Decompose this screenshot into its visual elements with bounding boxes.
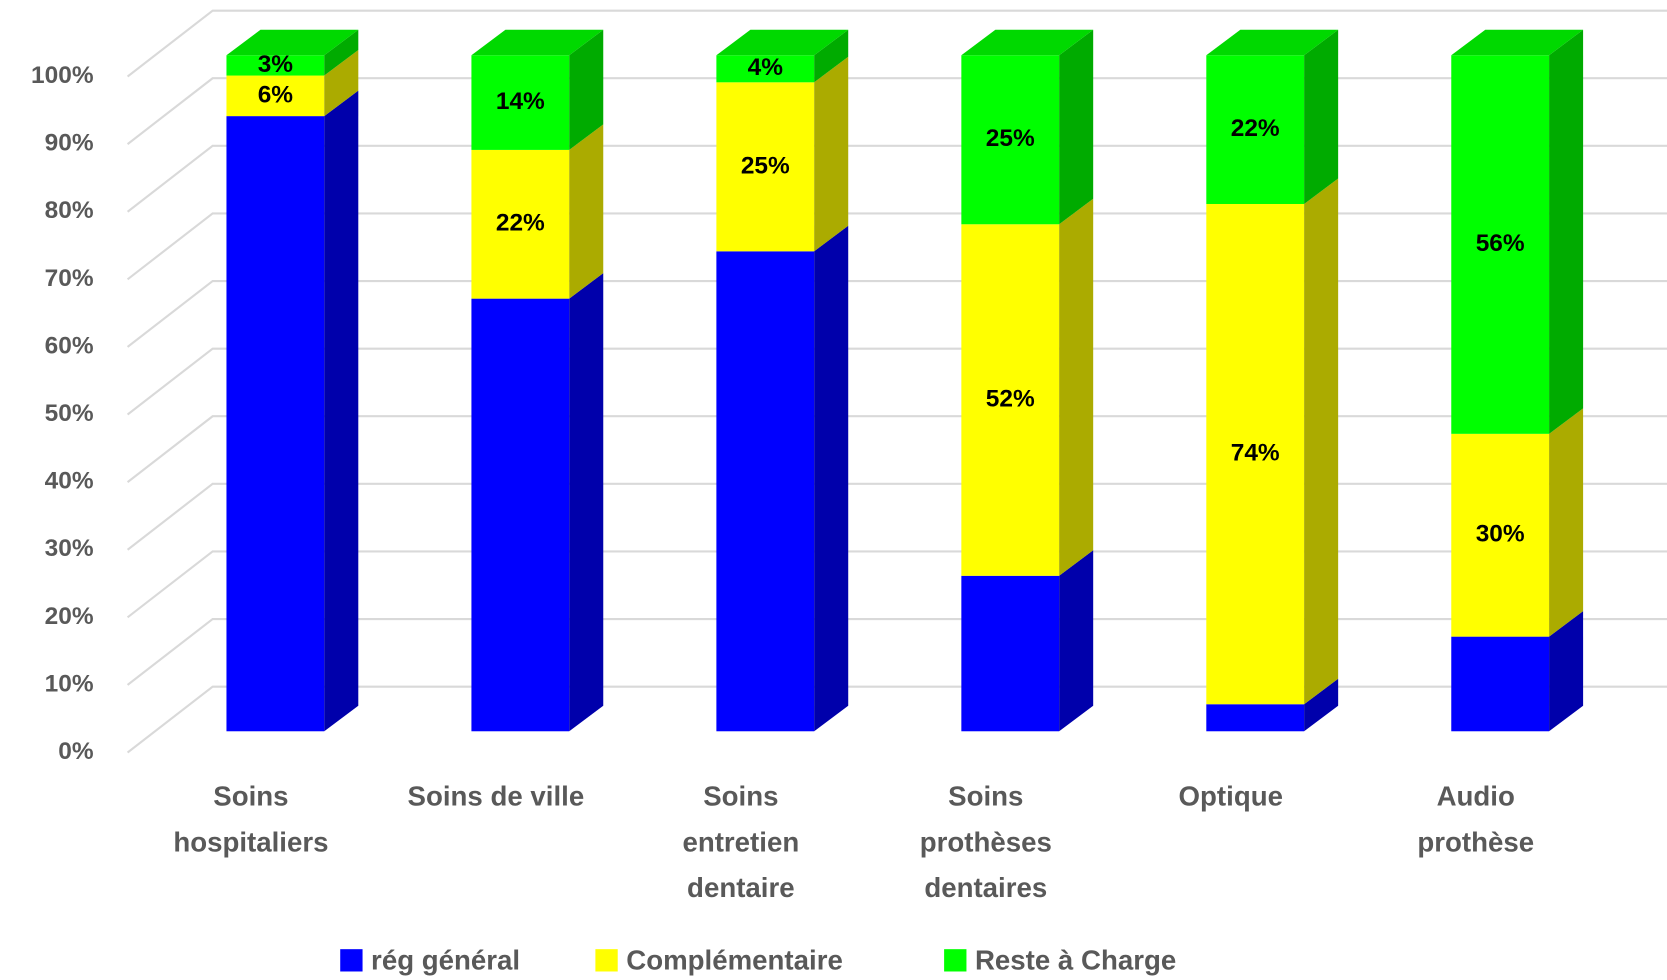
legend-label: Reste à Charge: [974, 943, 1177, 976]
bar: [716, 82, 815, 252]
bar-side: [1549, 29, 1584, 434]
x-tick-label: Soins de ville: [407, 780, 585, 813]
bar-side: [1059, 29, 1094, 225]
grid-line: [126, 9, 1667, 78]
x-tick-label: Soins entretien dentaire: [682, 780, 800, 904]
bar: [471, 149, 570, 299]
y-tick-label: 0%: [58, 738, 94, 765]
x-tick-label: Soins prothèses dentaires: [919, 780, 1052, 904]
bar: [471, 298, 570, 732]
y-tick-label: 20%: [45, 603, 94, 630]
value-label: 14%: [496, 88, 545, 115]
legend-swatch: [595, 949, 618, 972]
bar: [961, 575, 1060, 732]
bar: [1451, 433, 1550, 637]
grid-line: [126, 144, 1667, 213]
value-label: 3%: [258, 51, 294, 78]
bar-side: [569, 29, 604, 150]
value-label: 4%: [748, 54, 784, 81]
legend-item: Complémentaire: [595, 943, 843, 977]
x-tick-label: Optique: [1178, 780, 1283, 813]
value-label: 74%: [1231, 440, 1280, 467]
legend-item: Reste à Charge: [944, 944, 1176, 977]
y-tick-label: 10%: [45, 670, 94, 697]
grid-line: [126, 347, 1667, 416]
value-label: 22%: [496, 210, 545, 237]
x-tick-label: Soins hospitaliers: [173, 780, 329, 858]
y-tick-label: 70%: [45, 265, 94, 292]
bar-side: [324, 50, 359, 117]
bar: [961, 224, 1060, 576]
bar-side: [324, 29, 359, 76]
bar-side: [1059, 550, 1094, 732]
bar-side: [324, 90, 359, 732]
bar: [471, 55, 570, 150]
value-label: 25%: [986, 125, 1035, 152]
grid-line: [126, 415, 1667, 483]
bar: [1451, 636, 1550, 732]
bar: [1451, 55, 1550, 434]
bar-side: [1549, 408, 1584, 637]
bar: [1206, 704, 1305, 732]
bar-top: [1206, 29, 1339, 56]
bar-top: [471, 29, 604, 56]
legend-item: rég général: [340, 944, 520, 977]
bar: [1206, 203, 1305, 705]
bar: [226, 55, 325, 76]
bar: [716, 55, 815, 83]
y-tick-label: 60%: [45, 332, 94, 359]
bar: [226, 75, 325, 117]
bar-top: [961, 29, 1094, 56]
bar-top: [716, 29, 849, 56]
grid-line: [126, 212, 1667, 281]
bar-side: [1549, 611, 1584, 732]
value-label: 30%: [1476, 521, 1525, 548]
bar-side: [1304, 178, 1339, 705]
grid-line: [126, 685, 1667, 754]
grid-line: [126, 77, 1667, 145]
value-label: 22%: [1231, 115, 1280, 142]
bar: [226, 116, 325, 732]
grid-line: [126, 482, 1667, 551]
value-label: 56%: [1476, 230, 1525, 257]
y-tick-label: 30%: [45, 535, 94, 562]
legend-label: rég général: [371, 943, 521, 976]
bar-side: [814, 225, 849, 732]
bar-side: [569, 273, 604, 732]
bar: [716, 251, 815, 732]
legend-swatch: [340, 949, 363, 972]
value-label: 25%: [741, 152, 790, 179]
legend-label: Complémentaire: [626, 943, 843, 976]
legend-swatch: [944, 949, 967, 972]
bar-side: [814, 56, 849, 252]
bar-top: [226, 29, 359, 56]
bar: [961, 55, 1060, 225]
y-tick-label: 40%: [45, 468, 94, 495]
bar-side: [569, 124, 604, 299]
grid-line: [126, 279, 1667, 348]
value-label: 52%: [986, 385, 1035, 412]
grid-line: [126, 617, 1667, 686]
y-tick-label: 100%: [31, 62, 94, 89]
bar-side: [814, 29, 849, 83]
x-tick-label: Audio prothèse: [1417, 780, 1535, 858]
y-tick-label: 80%: [45, 197, 94, 224]
bar-side: [1304, 29, 1339, 204]
grid-line: [126, 550, 1667, 619]
bar: [1206, 55, 1305, 204]
bar-top: [1451, 29, 1584, 56]
y-tick-label: 50%: [45, 400, 94, 427]
bar-side: [1059, 198, 1094, 576]
y-tick-label: 90%: [45, 130, 94, 157]
bar-side: [1304, 678, 1339, 732]
value-label: 6%: [258, 81, 294, 108]
